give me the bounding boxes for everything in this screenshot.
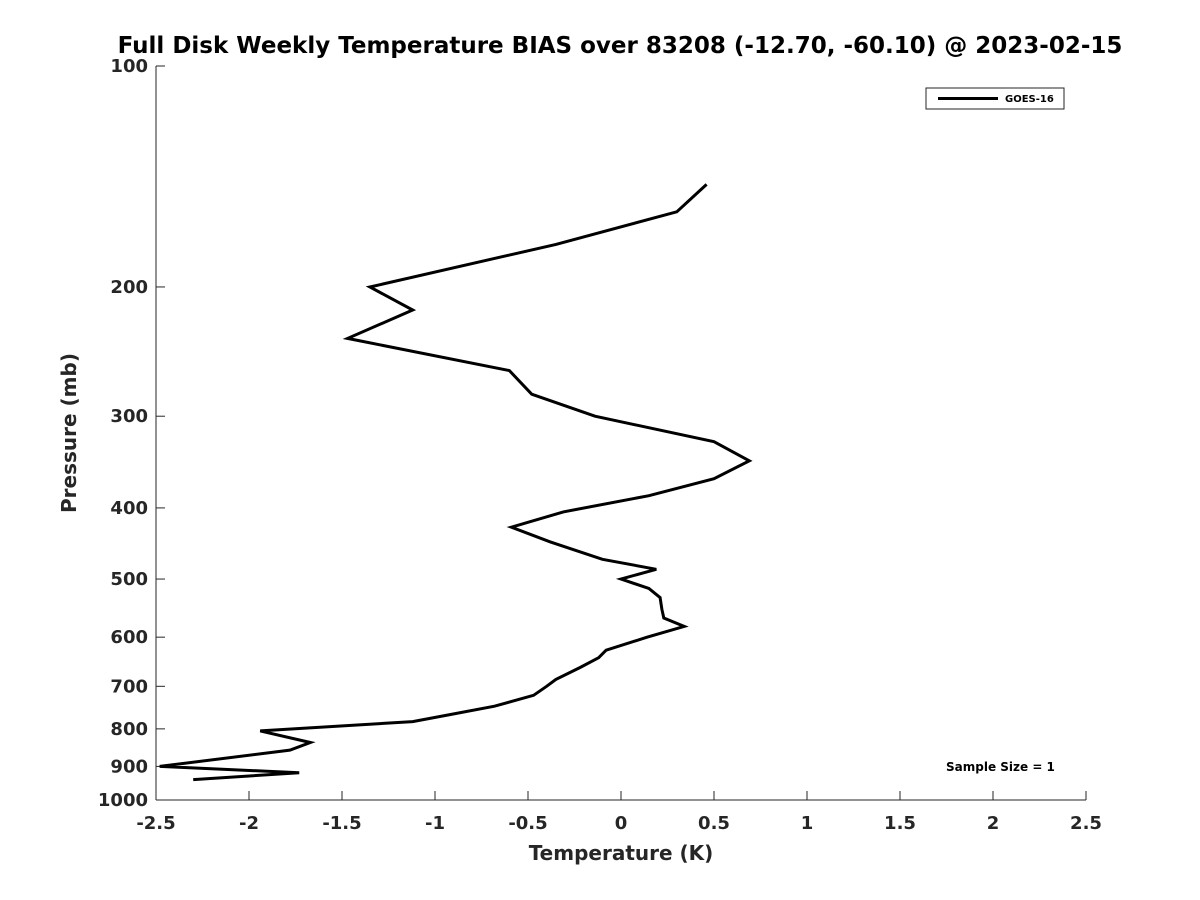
- y-tick-label: 700: [110, 676, 148, 697]
- x-tick-label: 0: [615, 813, 628, 834]
- x-tick-label: 2: [987, 813, 1000, 834]
- x-tick-label: 1: [801, 813, 814, 834]
- x-tick-label: -0.5: [508, 813, 547, 834]
- chart-title: Full Disk Weekly Temperature BIAS over 8…: [118, 33, 1123, 59]
- y-ticks: 100 200 300 400 500 600 700 800 900 1000: [98, 56, 165, 811]
- x-tick-label: -1: [425, 813, 445, 834]
- x-tick-label: 1.5: [884, 813, 916, 834]
- y-tick-label: 600: [110, 627, 148, 648]
- plot-area: [155, 66, 1086, 801]
- x-tick-label: 2.5: [1070, 813, 1102, 834]
- y-axis-label: Pressure (mb): [57, 353, 81, 513]
- y-tick-label: 200: [110, 277, 148, 298]
- x-tick-label: -1.5: [322, 813, 361, 834]
- x-axis-label: Temperature (K): [529, 841, 714, 865]
- series-line-goes-16: [159, 183, 753, 782]
- sample-size-annotation: Sample Size = 1: [946, 760, 1055, 774]
- y-tick-label: 1000: [98, 790, 148, 811]
- y-tick-label: 500: [110, 569, 148, 590]
- x-ticks: -2.5 -2 -1.5 -1 -0.5 0 0.5 1 1.5 2 2.5: [136, 791, 1102, 834]
- y-tick-label: 900: [110, 756, 148, 777]
- legend: GOES-16: [925, 87, 1065, 110]
- y-tick-label: 300: [110, 406, 148, 427]
- x-tick-label: -2: [239, 813, 259, 834]
- y-tick-label: 800: [110, 719, 148, 740]
- x-tick-label: -2.5: [136, 813, 175, 834]
- y-tick-label: 100: [110, 56, 148, 77]
- x-tick-label: 0.5: [698, 813, 730, 834]
- series-layer: [159, 183, 753, 782]
- y-tick-label: 400: [110, 498, 148, 519]
- legend-label-goes-16: GOES-16: [1005, 94, 1054, 105]
